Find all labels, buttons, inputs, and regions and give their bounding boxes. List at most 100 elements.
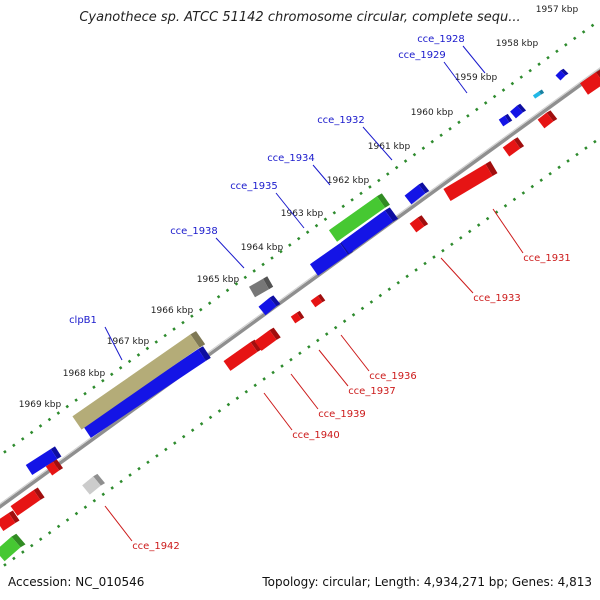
gene-box-cce_1937-face xyxy=(296,310,305,320)
scale-label: 1965 kbp xyxy=(197,275,240,285)
gene-box-cce_1936-face xyxy=(317,293,326,303)
scale-label: 1962 kbp xyxy=(327,176,370,186)
gene-box-other-face xyxy=(249,276,268,287)
scale-label: 1964 kbp xyxy=(241,243,284,253)
gene-box-rna-1932-face xyxy=(328,196,386,242)
gene-box-cce_1938-face xyxy=(258,297,277,316)
gene-box-cce_1942-face xyxy=(0,513,16,531)
gene-box-rna-outer[interactable] xyxy=(0,533,26,562)
gene-box-rna-outer-face xyxy=(0,536,21,562)
gene-box-cce_1940-face xyxy=(250,339,262,352)
gene-label-cce_1931[interactable]: cce_1931 xyxy=(523,253,571,264)
gene-box-forward-7-face xyxy=(555,70,566,81)
leader-cce_1929 xyxy=(443,61,468,94)
gene-box-cce_1939[interactable] xyxy=(254,327,281,351)
gene-box-reverse-2[interactable] xyxy=(502,137,525,157)
gene-box-forward-7[interactable] xyxy=(555,68,569,81)
gene-box-cce_1928-face xyxy=(517,103,527,113)
gene-box-cce_1929[interactable] xyxy=(498,113,513,127)
gene-label-cce_1933[interactable]: cce_1933 xyxy=(473,293,521,304)
gene-box-cce_1936[interactable] xyxy=(310,293,326,308)
scale-label: 1968 kbp xyxy=(63,369,106,379)
gene-box-clpB1-face xyxy=(198,346,211,361)
gene-box-pseudo[interactable] xyxy=(72,331,206,430)
gene-box-cce_1931-face xyxy=(443,163,493,202)
gene-box-cce_1940[interactable] xyxy=(223,339,262,371)
gene-box-cyan-face xyxy=(532,91,542,99)
gene-box-light-face xyxy=(93,473,105,486)
gene-box-rna-1932[interactable] xyxy=(328,193,390,242)
topology-summary: Topology: circular; Length: 4,934,271 bp… xyxy=(262,575,592,589)
gene-box-cce_1937[interactable] xyxy=(290,310,305,324)
gene-box-reverse-4-face xyxy=(596,69,600,78)
leader-cce_1942 xyxy=(104,505,133,542)
leader-cce_1931 xyxy=(492,208,524,254)
gene-box-reverse-3-face xyxy=(546,110,558,122)
leader-cce_1933 xyxy=(440,257,474,294)
leader-cce_1934 xyxy=(312,164,331,186)
scale-label: 1958 kbp xyxy=(496,39,539,49)
gene-box-cce_1928[interactable] xyxy=(510,103,527,119)
gene-box-cce_1931-face xyxy=(485,161,498,177)
gene-box-cce_1932-face xyxy=(418,182,430,194)
gene-box-cce_1939-face xyxy=(254,330,277,351)
leader-cce_1940 xyxy=(263,392,293,431)
gene-box-cce_1931-face xyxy=(443,161,491,189)
gene-box-cce_1938[interactable] xyxy=(258,295,281,316)
leader-cce_1939 xyxy=(290,373,319,410)
gene-box-reverse-small-face xyxy=(52,459,64,471)
gene-box-other-face xyxy=(263,276,274,290)
gene-label-cce_1935[interactable]: cce_1935 xyxy=(230,181,278,192)
gene-box-cce_1934[interactable] xyxy=(340,207,399,254)
gene-box-pseudo-face xyxy=(190,331,206,348)
scale-label: 1966 kbp xyxy=(151,306,194,316)
gene-box-reverse-3-face xyxy=(537,112,554,129)
gene-box-pseudo-face xyxy=(72,334,200,430)
gene-box-reverse-small-face xyxy=(45,461,60,476)
leader-cce_1928 xyxy=(462,45,486,74)
gene-label-clpB1[interactable]: clpB1 xyxy=(69,315,97,326)
gene-box-cce_1932-face xyxy=(404,184,426,205)
gene-box-rna-outer-face xyxy=(11,533,26,548)
gene-box-cce_1942[interactable] xyxy=(0,510,20,531)
scale-label: 1960 kbp xyxy=(411,108,454,118)
gene-box-cyan[interactable] xyxy=(532,89,545,99)
gene-box-forward-1[interactable] xyxy=(25,446,62,476)
leader-clpB1 xyxy=(104,326,123,361)
gene-box-cce_1942-face xyxy=(8,510,20,523)
gene-box-cce_1932[interactable] xyxy=(404,182,430,205)
gene-box-cce_1936-face xyxy=(310,295,323,308)
gene-box-cce_1942b-face xyxy=(10,490,41,516)
gene-box-clpB1[interactable] xyxy=(83,346,211,438)
gene-label-cce_1928[interactable]: cce_1928 xyxy=(417,34,465,45)
gene-box-cce_1939-face xyxy=(269,327,281,340)
scale-label: 1969 kbp xyxy=(19,400,62,410)
gene-label-cce_1942[interactable]: cce_1942 xyxy=(132,541,180,552)
gene-box-forward-7-face xyxy=(560,68,569,76)
gene-box-cce_1938-face xyxy=(269,295,281,307)
gene-box-rna-1932-face xyxy=(376,193,390,208)
gene-box-reverse-4-face xyxy=(580,72,600,95)
gene-label-cce_1932[interactable]: cce_1932 xyxy=(317,115,365,126)
leader-cce_1935 xyxy=(275,192,305,229)
gene-label-cce_1938[interactable]: cce_1938 xyxy=(170,226,218,237)
gene-box-cce_1929-face xyxy=(498,115,510,127)
gene-box-clpB1-face xyxy=(83,349,206,438)
gene-box-cce_1931[interactable] xyxy=(443,161,498,202)
gene-label-cce_1940[interactable]: cce_1940 xyxy=(292,430,340,441)
gene-label-cce_1929[interactable]: cce_1929 xyxy=(398,50,446,61)
gene-box-cce_1934-face xyxy=(340,210,394,254)
gene-box-light[interactable] xyxy=(82,473,105,495)
scale-label: 1959 kbp xyxy=(455,73,498,83)
gene-box-reverse-3[interactable] xyxy=(537,110,558,129)
gene-label-cce_1937[interactable]: cce_1937 xyxy=(348,386,396,397)
gene-label-cce_1939[interactable]: cce_1939 xyxy=(318,409,366,420)
gene-box-reverse-4[interactable] xyxy=(580,69,600,95)
gene-box-cce_1942b[interactable] xyxy=(10,487,45,516)
gene-label-cce_1936[interactable]: cce_1936 xyxy=(369,371,417,382)
gene-box-cce_1933[interactable] xyxy=(409,215,429,233)
gene-box-cyan-face xyxy=(538,89,545,95)
gene-box-other[interactable] xyxy=(249,276,274,298)
gene-label-cce_1934[interactable]: cce_1934 xyxy=(267,153,315,164)
